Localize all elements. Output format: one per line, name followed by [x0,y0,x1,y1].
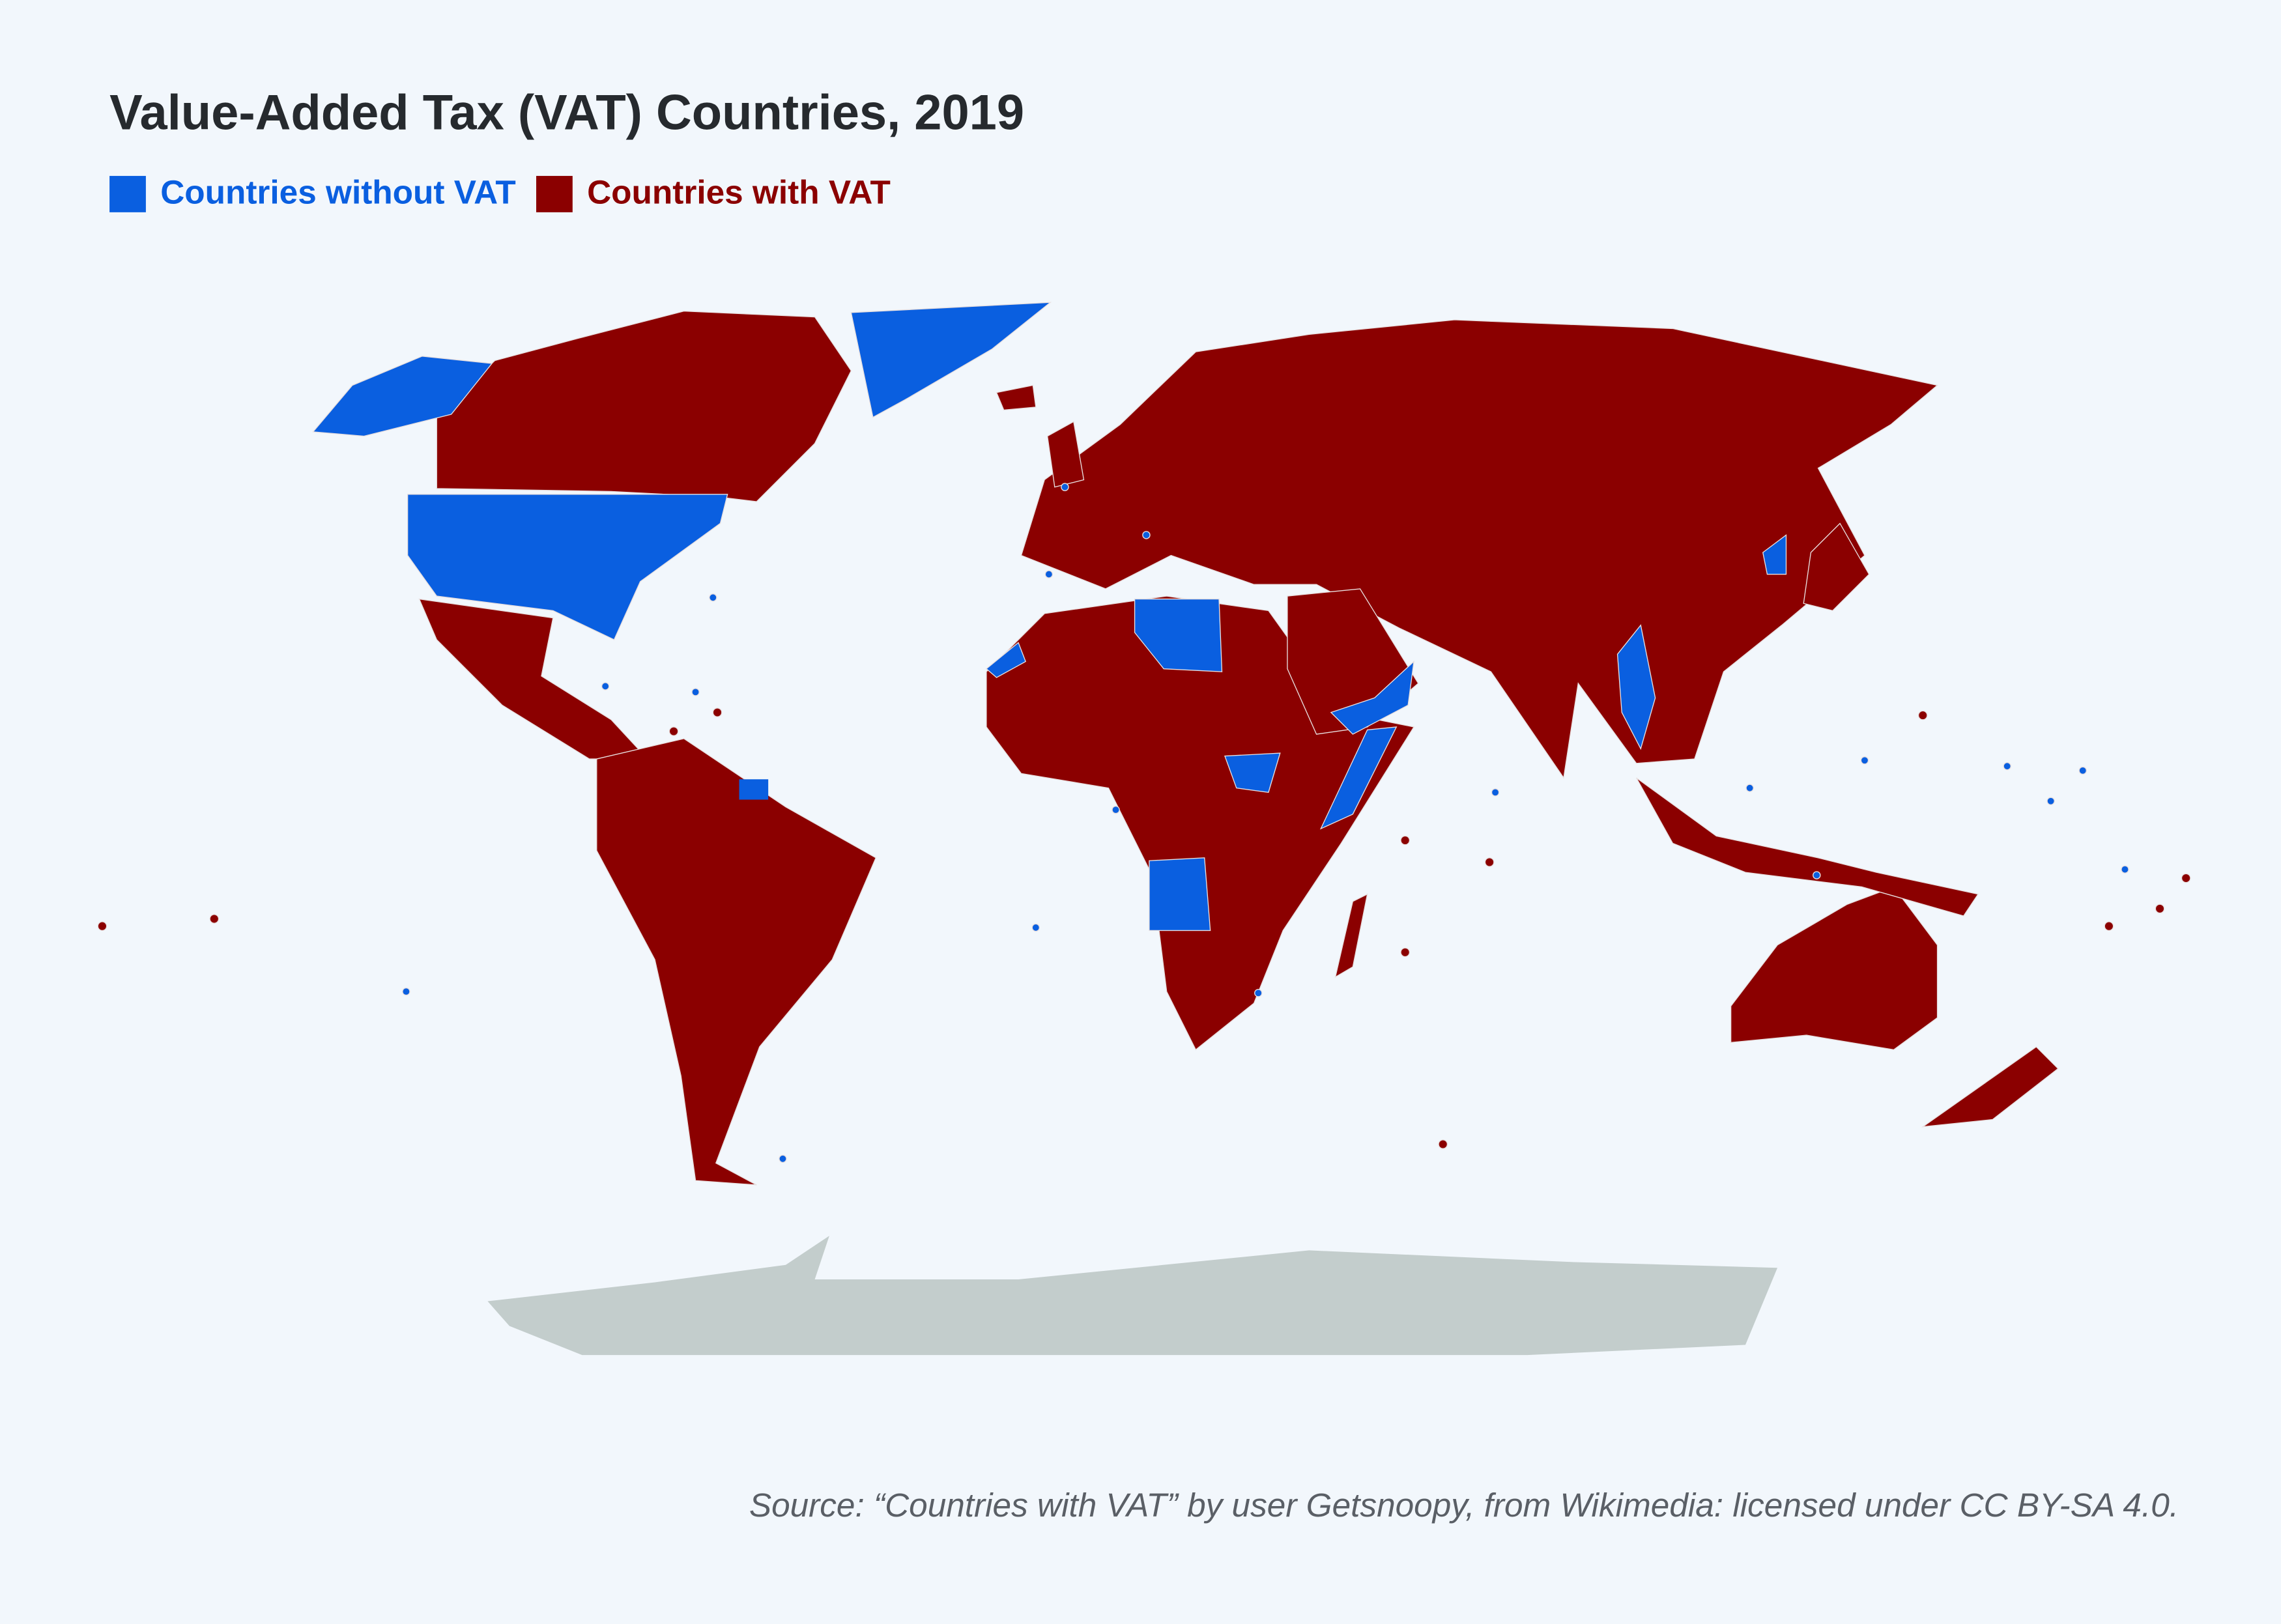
island [1917,710,1928,720]
non-vat-countries [312,302,2129,1163]
legend: Countries without VAT Countries with VAT [109,174,891,212]
island [1044,570,1054,578]
island [97,921,108,932]
united-states [407,494,728,640]
island [2003,762,2011,771]
gulf-states [1330,660,1415,735]
island [712,707,723,717]
angola [1149,857,1211,932]
island [2078,766,2087,775]
island [601,682,610,691]
indonesia [1635,777,1979,917]
south-sudan [1224,752,1281,793]
island [2104,921,2114,932]
title: Value-Added Tax (VAT) Countries, 2019 [109,85,1024,141]
iceland [996,384,1037,411]
island [2046,797,2055,806]
source-note: Source: “Countries with VAT” by user Get… [749,1487,2179,1524]
eurasia [1020,319,1939,779]
legend-swatch [109,176,146,212]
australia [1730,886,1938,1051]
island [1254,989,1263,997]
island [209,914,220,924]
island [1031,923,1040,932]
western-sahara [985,642,1027,678]
somalia [1319,726,1398,830]
libya [1134,598,1223,672]
alaska [312,356,493,437]
island [2181,873,2191,883]
south-america [596,738,877,1186]
island [668,726,679,736]
guianas [739,779,769,800]
greenland [850,302,1052,418]
island [2121,865,2129,874]
north-korea [1762,534,1787,575]
japan [1803,522,1870,612]
island [1491,788,1500,797]
island [402,987,410,996]
legend-swatch [536,176,573,212]
island [691,688,700,696]
island [1400,947,1411,958]
canada [436,310,852,502]
island [2155,904,2165,914]
island [709,593,717,602]
madagascar [1334,893,1368,978]
island [779,1154,787,1163]
uk [1046,421,1085,488]
island [1813,871,1821,879]
legend-label: Countries without VAT [160,174,516,211]
island [1438,1139,1448,1149]
legend-label: Countries with VAT [587,174,891,211]
myanmar [1616,624,1656,750]
island [1061,483,1069,491]
island [1484,857,1495,867]
island [1112,805,1120,814]
island [1860,756,1869,765]
vat-countries [97,310,2191,1186]
island [1400,835,1411,846]
antarctica [487,1236,1778,1356]
island [1142,531,1151,539]
new-zealand [1921,1046,2059,1128]
island [1745,784,1754,792]
